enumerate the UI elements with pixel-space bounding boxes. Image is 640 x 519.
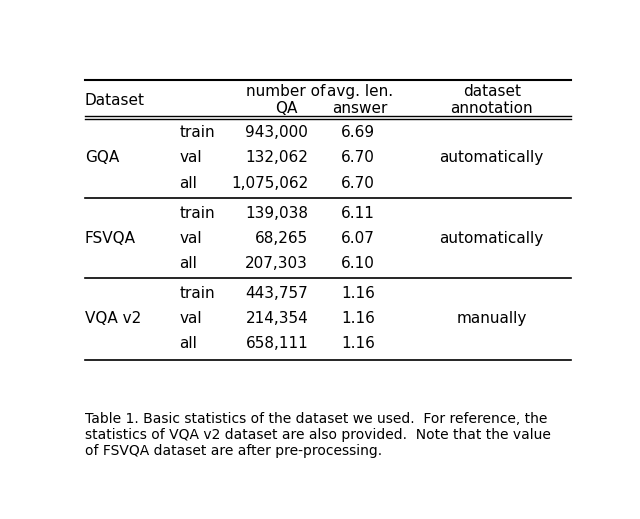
- Text: Dataset: Dataset: [85, 93, 145, 108]
- Text: 6.10: 6.10: [341, 256, 375, 271]
- Text: 6.70: 6.70: [341, 175, 375, 190]
- Text: 132,062: 132,062: [245, 151, 308, 166]
- Text: 658,111: 658,111: [245, 336, 308, 351]
- Text: automatically: automatically: [440, 151, 544, 166]
- Text: 1.16: 1.16: [341, 336, 375, 351]
- Text: automatically: automatically: [440, 231, 544, 246]
- Text: VQA v2: VQA v2: [85, 311, 141, 326]
- Text: dataset
annotation: dataset annotation: [451, 84, 533, 116]
- Text: 1.16: 1.16: [341, 286, 375, 301]
- Text: 68,265: 68,265: [255, 231, 308, 246]
- Text: train: train: [179, 125, 215, 140]
- Text: val: val: [179, 231, 202, 246]
- Text: Table 1. Basic statistics of the dataset we used.  For reference, the
statistics: Table 1. Basic statistics of the dataset…: [85, 412, 551, 458]
- Text: 1,075,062: 1,075,062: [231, 175, 308, 190]
- Text: val: val: [179, 151, 202, 166]
- Text: number of
QA: number of QA: [246, 84, 326, 116]
- Text: all: all: [179, 336, 197, 351]
- Text: 207,303: 207,303: [245, 256, 308, 271]
- Text: 6.69: 6.69: [341, 125, 375, 140]
- Text: 6.70: 6.70: [341, 151, 375, 166]
- Text: all: all: [179, 256, 197, 271]
- Text: 6.11: 6.11: [341, 206, 375, 221]
- Text: train: train: [179, 206, 215, 221]
- Text: 6.07: 6.07: [341, 231, 375, 246]
- Text: all: all: [179, 175, 197, 190]
- Text: 139,038: 139,038: [245, 206, 308, 221]
- Text: manually: manually: [456, 311, 527, 326]
- Text: 443,757: 443,757: [245, 286, 308, 301]
- Text: 943,000: 943,000: [245, 125, 308, 140]
- Text: avg. len.
answer: avg. len. answer: [327, 84, 394, 116]
- Text: 1.16: 1.16: [341, 311, 375, 326]
- Text: GQA: GQA: [85, 151, 119, 166]
- Text: train: train: [179, 286, 215, 301]
- Text: 214,354: 214,354: [245, 311, 308, 326]
- Text: FSVQA: FSVQA: [85, 231, 136, 246]
- Text: val: val: [179, 311, 202, 326]
